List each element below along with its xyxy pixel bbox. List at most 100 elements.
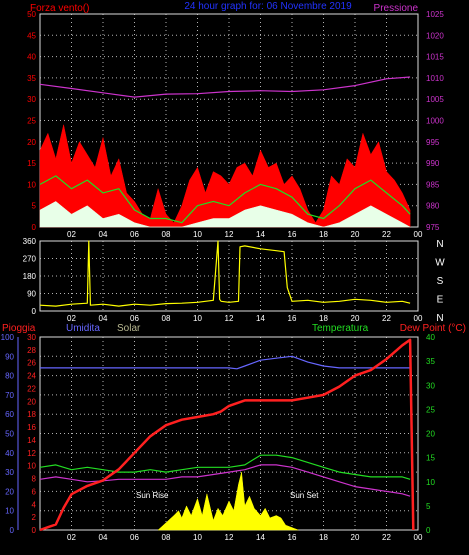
panel2-x-ticks: 02 04 06 08 10 12 14 16 18 20 22 00 [67,314,423,323]
wind-direction-series [39,240,411,307]
x-tick-label: 04 [99,230,108,239]
panel2-frame [39,240,419,312]
humidity-y-tick-label: 30 [5,468,14,477]
chart-title: 24 hour graph for: 06 Novembre 2019 [184,1,352,12]
direction-y-tick-label: 0 [32,307,37,316]
x-tick-label: 16 [288,533,297,542]
wind-y-tick-label: 50 [27,10,36,19]
compass-letter: S [437,276,444,287]
rain-y-tick-label: 24 [27,372,36,381]
direction-y-tick-label: 90 [27,290,36,299]
panel3-series [39,338,415,532]
rain-y-tick-label: 8 [32,475,37,484]
panel1-x-ticks: 02 04 06 08 10 12 14 16 18 20 22 00 [67,230,423,239]
rain-y-tick-label: 0 [32,526,37,535]
temperature-y-tick-label: 10 [426,478,435,487]
x-tick-label: 02 [67,314,76,323]
x-tick-label: 20 [351,533,360,542]
rain-axis-title: Pioggia [2,323,36,334]
compass-letter: N [436,313,443,324]
rain-y-tick-label: 18 [27,410,36,419]
pressure-y-tick-label: 995 [426,138,440,147]
sunrise-annotation: Sun Rise [136,491,169,500]
x-tick-label: 02 [67,533,76,542]
pressure-y-tick-label: 1020 [426,31,444,40]
wind-axis-title: Forza vento() [30,3,89,14]
temperature-y-tick-label: 5 [426,502,431,511]
rain-y-tick-label: 30 [27,333,36,342]
x-tick-label: 08 [162,533,171,542]
x-tick-label: 00 [414,230,423,239]
x-tick-label: 20 [351,230,360,239]
humidity-series [40,355,411,370]
panel3-grid [40,337,418,530]
pressure-y-tick-label: 990 [426,159,440,168]
x-tick-label: 12 [225,533,234,542]
wind-y-tick-label: 15 [27,159,36,168]
temperature-y-tick-label: 25 [426,405,435,414]
x-tick-label: 12 [225,314,234,323]
pressure-y-tick-label: 1005 [426,95,444,104]
wind-y-ticks: 0 5 10 15 20 25 30 35 40 45 50 [27,10,36,232]
rain-series [39,338,415,532]
pressure-y-tick-label: 985 [426,180,440,189]
solar-series [157,472,299,531]
wind-y-tick-label: 10 [27,180,36,189]
temperature-y-tick-label: 0 [426,526,431,535]
temperature-y-tick-label: 40 [426,333,435,342]
direction-y-ticks: 0 90 180 270 360 [23,237,37,316]
humidity-y-tick-label: 20 [5,487,14,496]
humidity-y-tick-label: 40 [5,449,14,458]
pressure-y-tick-label: 1010 [426,74,444,83]
humidity-y-tick-label: 60 [5,410,14,419]
rain-y-tick-label: 2 [32,513,37,522]
rain-y-tick-label: 10 [27,462,36,471]
rain-y-tick-label: 6 [32,487,37,496]
compass-letter: N [436,239,443,250]
direction-y-tick-label: 360 [23,237,37,246]
x-tick-label: 08 [162,314,171,323]
x-tick-label: 02 [67,230,76,239]
direction-y-tick-label: 180 [23,272,37,281]
x-tick-label: 00 [414,533,423,542]
x-tick-label: 20 [351,314,360,323]
x-tick-label: 22 [382,230,391,239]
wind-y-tick-label: 35 [27,74,36,83]
humidity-y-tick-label: 80 [5,372,14,381]
x-tick-label: 12 [225,230,234,239]
compass-letter: W [435,258,445,269]
humidity-y-ticks: 0 10 20 30 40 50 60 70 80 90 100 [1,333,15,535]
panel1-series [39,76,411,228]
x-tick-label: 04 [99,314,108,323]
rain-y-tick-label: 20 [27,397,36,406]
temperature-y-tick-label: 15 [426,454,435,463]
x-tick-label: 14 [256,230,265,239]
wind-y-tick-label: 0 [32,223,37,232]
humidity-y-tick-label: 0 [10,526,15,535]
wind-y-tick-label: 20 [27,138,36,147]
rain-y-tick-label: 28 [27,346,36,355]
x-tick-label: 14 [256,314,265,323]
pressure-y-ticks: 975 980 985 990 995 1000 1005 1010 1015 1020 1025 [426,10,444,232]
pressure-axis-title: Pressione [374,3,419,14]
rain-y-tick-label: 26 [27,359,36,368]
x-tick-label: 16 [288,314,297,323]
x-tick-label: 06 [130,533,139,542]
wind-y-tick-label: 25 [27,117,36,126]
x-tick-label: 00 [414,314,423,323]
temperature-axis-title: Temperatura [312,323,369,334]
rain-y-tick-label: 14 [27,436,36,445]
x-tick-label: 06 [130,314,139,323]
x-tick-label: 22 [382,314,391,323]
wind-avg-series [39,175,411,224]
temperature-y-tick-label: 30 [426,381,435,390]
wind-y-tick-label: 5 [32,202,37,211]
wind-y-tick-label: 40 [27,53,36,62]
humidity-y-tick-label: 10 [5,507,14,516]
rain-y-tick-label: 4 [32,500,37,509]
temperature-y-tick-label: 20 [426,430,435,439]
x-tick-label: 10 [193,533,202,542]
humidity-axis-title: Umidita [66,323,100,334]
pressure-y-tick-label: 980 [426,202,440,211]
